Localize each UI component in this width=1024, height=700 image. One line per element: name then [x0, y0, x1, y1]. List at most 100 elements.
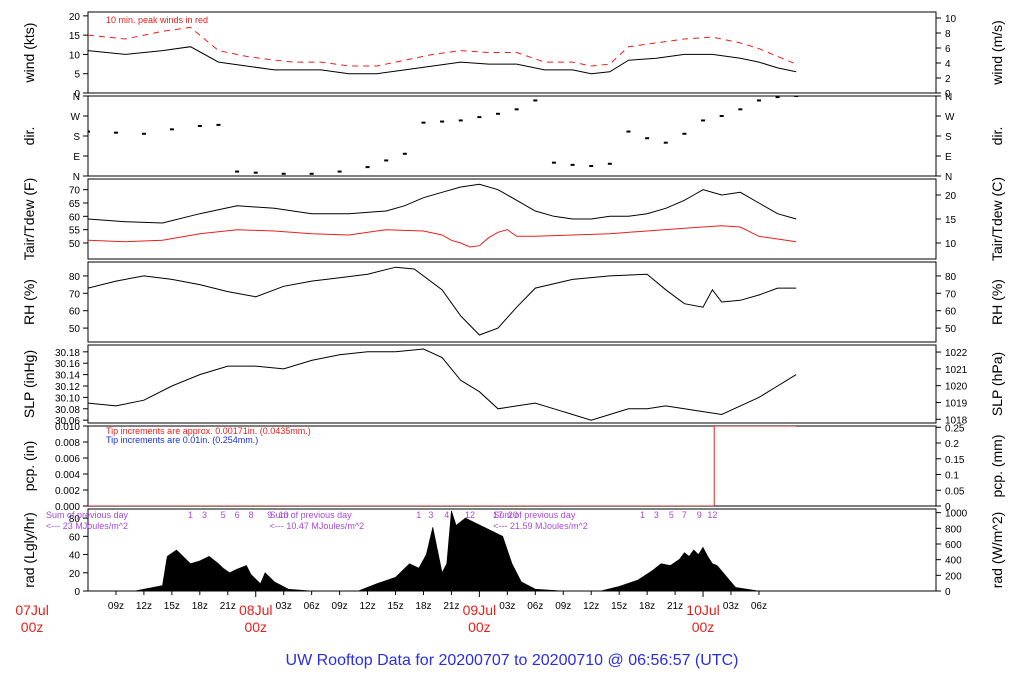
rad-hour-mark: 1	[640, 510, 645, 520]
dir-right-tick-label: W	[945, 112, 955, 123]
wind-line-series-sustained	[88, 46, 797, 75]
slp-plot	[88, 348, 797, 421]
dir-point	[626, 130, 631, 133]
dir-left-tick-label: S	[73, 132, 80, 143]
rad-right-tick-label: 800	[945, 524, 962, 535]
dir-point	[645, 137, 650, 140]
rad-right-tick-label: 1000	[945, 509, 968, 520]
dir-ylabel-right: dir.	[989, 127, 1005, 146]
dir-point	[384, 159, 389, 162]
pcp-ylabel-left: pcp. (in)	[21, 441, 37, 492]
wind-ylabel-right: wind (m/s)	[989, 20, 1005, 86]
dir-point	[113, 131, 118, 134]
pcp-line-series-0	[88, 426, 797, 506]
time-tick-label: 03z	[499, 601, 515, 612]
slp-ylabel-right: SLP (hPa)	[989, 352, 1005, 416]
temp-line-series-Tdew	[88, 225, 797, 248]
wind-left-tick-label: 10	[69, 50, 81, 61]
pcp-plot	[88, 426, 797, 506]
wind-right-tick-label: 2	[945, 74, 951, 85]
time-tick-label: 09z	[108, 601, 124, 612]
wind-right-tick-label: 4	[945, 59, 951, 70]
dir-point	[281, 172, 286, 175]
dir-frame	[87, 95, 937, 177]
dir-point	[309, 172, 314, 175]
slp-frame	[87, 344, 937, 424]
rad-hour-mark: 7	[682, 510, 687, 520]
time-tick-label: 18z	[415, 601, 431, 612]
slp-right-tick-label: 1018	[945, 415, 968, 426]
dir-point	[458, 119, 463, 122]
pcp-right-tick-label: 0.05	[945, 486, 965, 497]
pcp-left-tick-label: 0.006	[55, 454, 80, 465]
dir-point	[235, 170, 240, 173]
wind-right-tick-label: 8	[945, 29, 951, 40]
rh-line-series-0	[88, 266, 797, 336]
rad-left-tick-label: 0	[74, 587, 80, 598]
time-axis: 09z 12z 15z 18z 21z 03z 06z 09z 12z 15z 18z 21z 03z 0…	[15, 591, 767, 635]
temp-right-tick-label: 10	[945, 239, 957, 250]
dir-right-tick-label: N	[945, 172, 952, 183]
dir-point	[421, 121, 426, 124]
dir-left-tick-label: N	[73, 172, 80, 183]
rad-hour-mark: 20	[508, 510, 518, 520]
pcp-note: Tip increments are approx. 0.00171in. (0…	[106, 426, 311, 436]
dir-left-tick-label: E	[73, 152, 80, 163]
dir-left-tick-label: N	[73, 92, 80, 103]
wind-right-tick-label: 0	[945, 89, 951, 100]
slp-right-tick-label: 1020	[945, 382, 968, 393]
rh-left-tick-label: 70	[69, 289, 81, 300]
temp-frame	[87, 178, 937, 260]
time-tick-label: 15z	[611, 601, 627, 612]
rad-left-tick-label: 40	[69, 551, 81, 562]
rad-hour-mark: 12	[465, 510, 475, 520]
pcp-note: Tip increments are 0.01in. (0.254mm.)	[106, 435, 258, 445]
slp-right-tick-label: 1019	[945, 398, 968, 409]
temp-left-tick-label: 50	[69, 239, 81, 250]
wind-annotation: 10 min. peak winds in red	[106, 15, 208, 25]
dir-point	[794, 96, 799, 97]
dir-point	[533, 99, 538, 102]
time-tick-label: 06z	[304, 601, 320, 612]
wind-right-tick-label: 10	[945, 14, 957, 25]
time-tick-label: 15z	[164, 601, 180, 612]
dir-point	[663, 141, 668, 144]
panel-pcp: 0.000 0.002 0.004 0.006 0.008 0.010 0 0.05 0.1 0.…	[21, 422, 1005, 513]
temp-left-tick-label: 60	[69, 212, 81, 223]
dir-point	[551, 161, 556, 164]
panel-temp: 50 55 60 65 70 10 15 20 Tair/Tdew (F) Tair/Tdew (…	[21, 177, 1005, 261]
dir-point	[719, 115, 724, 117]
time-tick-label: 03z	[723, 601, 739, 612]
day-hour-label: 00z	[468, 619, 491, 635]
dir-point	[440, 120, 445, 123]
pcp-left-tick-label: 0.000	[55, 502, 80, 513]
wind-left-tick-label: 20	[69, 12, 81, 23]
rad-left-tick-label: 60	[69, 532, 81, 543]
slp-left-tick-label: 30.14	[55, 371, 80, 382]
time-tick-label: 21z	[443, 601, 459, 612]
temp-ylabel-right: Tair/Tdew (C)	[989, 177, 1005, 261]
time-tick-label: 12z	[136, 601, 152, 612]
temp-left-tick-label: 65	[69, 199, 81, 210]
rad-hour-mark: 9	[697, 510, 702, 520]
dir-plot	[88, 96, 799, 175]
day-date-label: 08Jul	[239, 602, 272, 618]
rad-hour-mark: 12	[707, 510, 717, 520]
slp-left-tick-label: 30.10	[55, 393, 80, 404]
time-tick-label: 03z	[276, 601, 292, 612]
slp-left-tick-label: 30.06	[55, 416, 80, 427]
rad-hour-mark: 5	[221, 510, 226, 520]
day-hour-label: 00z	[21, 619, 44, 635]
pcp-left-tick-label: 0.008	[55, 438, 80, 449]
day-date-label: 07Jul	[15, 602, 48, 618]
chart-title: UW Rooftop Data for 20200707 to 20200710…	[286, 652, 739, 669]
day-date-label: 09Jul	[463, 602, 496, 618]
time-tick-label: 15z	[387, 601, 403, 612]
rad-hour-mark: 8	[249, 510, 254, 520]
wind-plot	[88, 26, 797, 75]
time-tick-label: 12z	[583, 601, 599, 612]
